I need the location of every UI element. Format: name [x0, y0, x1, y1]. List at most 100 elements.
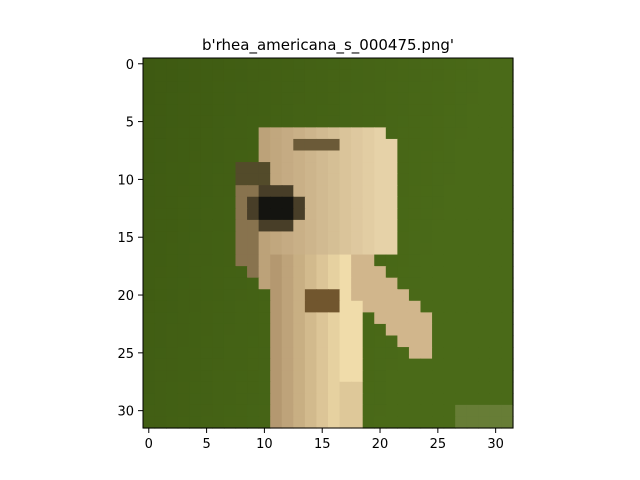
image-pixel — [397, 58, 410, 71]
image-pixel — [420, 323, 433, 337]
image-pixel — [385, 127, 398, 140]
image-pixel — [455, 104, 468, 117]
image-pixel — [177, 185, 190, 198]
image-pixel — [374, 416, 387, 429]
image-pixel — [177, 358, 190, 371]
image-pixel — [223, 185, 237, 198]
image-pixel — [466, 162, 479, 175]
image-pixel — [339, 323, 352, 337]
image-pixel — [397, 231, 410, 244]
image-pixel — [293, 323, 306, 337]
image-pixel — [212, 254, 225, 267]
image-pixel — [189, 208, 202, 221]
image-pixel — [212, 58, 225, 71]
image-pixel — [281, 208, 294, 221]
image-pixel — [223, 254, 237, 267]
image-pixel — [223, 92, 237, 105]
image-pixel — [189, 266, 202, 279]
image-pixel — [328, 115, 341, 128]
image-pixel — [443, 219, 456, 233]
image-pixel — [247, 381, 260, 394]
image-pixel — [385, 162, 398, 175]
image-pixel — [177, 173, 190, 186]
image-pixel — [466, 92, 479, 105]
image-pixel — [501, 243, 514, 256]
image-pixel — [478, 323, 491, 337]
image-pixel — [304, 254, 318, 267]
image-pixel — [270, 289, 283, 302]
image-pixel — [281, 254, 294, 267]
image-pixel — [385, 254, 398, 267]
image-pixel — [351, 277, 364, 290]
image-pixel — [177, 243, 190, 256]
image-pixel — [489, 358, 503, 371]
image-pixel — [443, 150, 456, 163]
image-pixel — [212, 69, 225, 82]
image-pixel — [408, 196, 422, 209]
image-pixel — [328, 323, 341, 337]
image-pixel — [304, 277, 318, 290]
image-pixel — [489, 69, 503, 82]
image-pixel — [316, 312, 329, 325]
image-pixel — [258, 277, 271, 290]
image-pixel — [304, 404, 318, 418]
image-pixel — [339, 185, 352, 198]
image-pixel — [408, 254, 422, 267]
image-pixel — [235, 81, 248, 94]
image-pixel — [432, 323, 445, 337]
image-pixel — [443, 323, 456, 337]
image-pixel — [212, 243, 225, 256]
image-pixel — [328, 208, 341, 221]
image-pixel — [362, 208, 375, 221]
image-pixel — [223, 127, 237, 140]
image-pixel — [316, 231, 329, 244]
image-pixel — [351, 219, 364, 233]
image-pixel — [200, 416, 213, 429]
image-pixel — [270, 312, 283, 325]
image-pixel — [443, 81, 456, 94]
image-pixel — [166, 300, 179, 313]
image-pixel — [235, 115, 248, 128]
image-pixel — [166, 208, 179, 221]
image-pixel — [304, 393, 318, 406]
x-tick-label: 20 — [372, 437, 389, 452]
image-pixel — [258, 266, 271, 279]
image-pixel — [443, 208, 456, 221]
image-pixel — [328, 358, 341, 371]
image-pixel — [408, 381, 422, 394]
image-pixel — [478, 92, 491, 105]
image-pixel — [385, 381, 398, 394]
image-pixel — [420, 150, 433, 163]
image-pixel — [339, 219, 352, 233]
image-pixel — [293, 266, 306, 279]
image-pixel — [212, 92, 225, 105]
image-pixel — [385, 289, 398, 302]
image-pixel — [339, 127, 352, 140]
image-pixel — [478, 381, 491, 394]
image-pixel — [501, 115, 514, 128]
image-pixel — [328, 312, 341, 325]
image-pixel — [270, 393, 283, 406]
image-pixel — [478, 104, 491, 117]
image-pixel — [466, 370, 479, 383]
image-pixel — [258, 115, 271, 128]
image-pixel — [143, 358, 156, 371]
image-pixel — [339, 58, 352, 71]
image-pixel — [351, 104, 364, 117]
image-pixel — [339, 92, 352, 105]
image-pixel — [501, 312, 514, 325]
image-pixel — [362, 162, 375, 175]
image-pixel — [443, 92, 456, 105]
image-pixel — [247, 300, 260, 313]
image-pixel — [258, 127, 271, 140]
image-pixel — [316, 196, 329, 209]
image-pixel — [408, 104, 422, 117]
image-pixel — [304, 138, 318, 152]
image-pixel — [466, 300, 479, 313]
image-pixel — [432, 58, 445, 71]
image-pixel — [143, 208, 156, 221]
image-pixel — [339, 289, 352, 302]
image-pixel — [143, 231, 156, 244]
image-pixel — [223, 277, 237, 290]
image-pixel — [143, 81, 156, 94]
